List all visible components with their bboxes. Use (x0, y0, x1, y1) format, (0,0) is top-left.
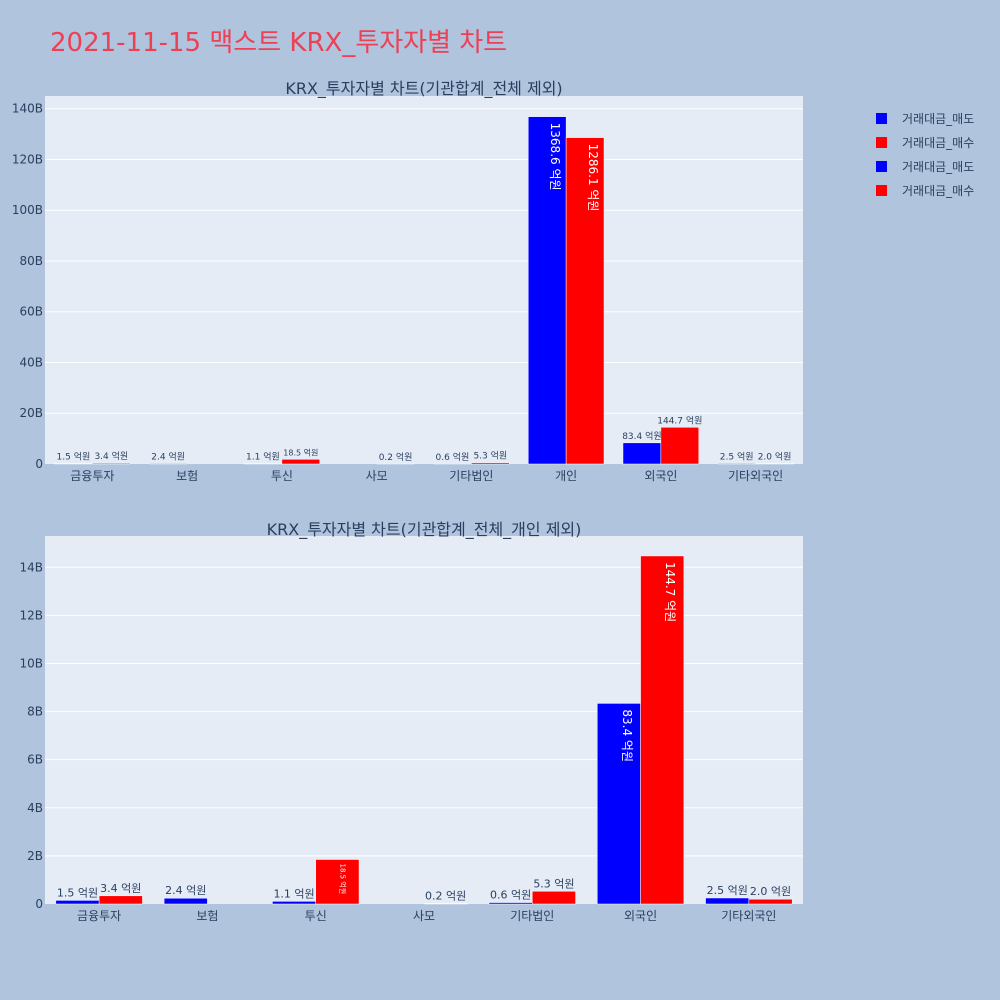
x-tick-label: 금융투자 (70, 469, 114, 483)
bar (55, 900, 100, 905)
legend-label: 거래대금_매도 (902, 111, 975, 126)
bar (660, 427, 700, 465)
legend-label: 거래대금_매도 (902, 159, 975, 174)
y-tick-label: 0 (35, 897, 43, 911)
bar-value-label: 18.5 억원 (338, 864, 347, 895)
bar-value-label: 83.4 억원 (620, 709, 634, 762)
bar-value-label: 1.1 억원 (246, 451, 280, 463)
legend-item[interactable]: 거래대금_매도 (876, 106, 974, 130)
bar-value-label: 1368.6 억원 (548, 123, 562, 191)
y-tick-label: 120B (12, 152, 43, 166)
legend-item[interactable]: 거래대금_매도 (876, 154, 974, 178)
bar (597, 703, 641, 905)
bar-value-label: 0.2 억원 (425, 890, 466, 903)
x-tick-label: 보험 (196, 909, 218, 923)
plot-area (45, 536, 803, 904)
bar (748, 898, 793, 905)
bar (163, 897, 208, 905)
bar (622, 442, 662, 465)
bar (315, 859, 360, 905)
x-tick-label: 기타외국인 (721, 909, 776, 923)
y-tick-label: 140B (12, 102, 43, 116)
bar (98, 895, 143, 905)
y-tick-label: 100B (12, 203, 43, 217)
bar-value-label: 0.6 억원 (436, 451, 470, 463)
bar-value-label: 83.4 억원 (622, 430, 661, 442)
x-tick-label: 기타외국인 (728, 469, 783, 483)
legend-swatch-icon (876, 112, 887, 124)
y-tick-label: 12B (19, 608, 43, 622)
bar (532, 891, 576, 905)
y-tick-label: 14B (19, 560, 43, 574)
y-tick-label: 80B (19, 254, 43, 268)
bar (272, 901, 316, 905)
x-tick-label: 외국인 (624, 909, 657, 923)
bar-value-label: 5.3 억원 (533, 877, 574, 890)
y-tick-label: 4B (27, 801, 43, 815)
y-tick-label: 60B (19, 305, 43, 319)
legend-item[interactable]: 거래대금_매수 (876, 178, 974, 202)
y-tick-label: 10B (19, 656, 43, 670)
x-tick-label: 사모 (413, 909, 435, 923)
bar-value-label: 144.7 억원 (657, 414, 702, 426)
legend-swatch-icon (876, 160, 887, 172)
bar-value-label: 3.4 억원 (94, 450, 128, 462)
bar (527, 116, 567, 465)
bar-value-label: 18.5 억원 (283, 447, 318, 457)
y-tick-label: 0 (35, 457, 43, 471)
x-tick-label: 기타법인 (510, 909, 554, 923)
bar-value-label: 2.4 억원 (151, 450, 185, 462)
bar (640, 555, 685, 905)
x-tick-label: 외국인 (644, 469, 677, 483)
bar-value-label: 1.5 억원 (57, 886, 98, 899)
bar-value-label: 0.6 억원 (490, 889, 531, 902)
y-tick-label: 6B (27, 753, 43, 767)
plot-area (45, 96, 803, 464)
bar-value-label: 1.1 억원 (273, 887, 314, 900)
bar-value-label: 2.0 억원 (758, 450, 792, 462)
bar-value-label: 2.5 억원 (720, 450, 754, 462)
x-tick-label: 기타법인 (449, 469, 493, 483)
y-tick-label: 20B (19, 406, 43, 420)
bar (92, 462, 131, 465)
bar-value-label: 0.2 억원 (379, 451, 413, 463)
bar-value-label: 1286.1 억원 (586, 144, 600, 212)
legend-item[interactable]: 거래대금_매수 (876, 130, 974, 154)
chart-title: KRX_투자자별 차트(기관합계_전체 제외) (285, 79, 562, 99)
bar-value-label: 5.3 억원 (473, 450, 507, 462)
y-tick-label: 2B (27, 849, 43, 863)
x-tick-label: 투신 (271, 469, 293, 483)
x-tick-label: 금융투자 (77, 909, 121, 923)
bar-value-label: 2.0 억원 (750, 885, 791, 898)
x-tick-label: 사모 (366, 469, 388, 483)
y-tick-label: 8B (27, 705, 43, 719)
bar (281, 459, 321, 465)
chart-title: KRX_투자자별 차트(기관합계_전체_개인 제외) (267, 520, 582, 540)
bar (471, 462, 510, 465)
bar (755, 463, 794, 465)
bar (148, 463, 188, 465)
bar (488, 902, 533, 905)
x-tick-label: 보험 (176, 469, 198, 483)
bar-value-label: 2.5 억원 (707, 884, 748, 897)
bar-value-label: 3.4 억원 (100, 882, 141, 895)
legend-swatch-icon (876, 136, 887, 148)
bar (717, 463, 756, 465)
page-title: 2021-11-15 맥스트 KRX_투자자별 차트 (50, 28, 508, 58)
bar-value-label: 1.5 억원 (57, 451, 91, 463)
bar-value-label: 2.4 억원 (165, 884, 206, 897)
bar-value-label: 144.7 억원 (663, 562, 677, 622)
bar (565, 137, 605, 465)
x-tick-label: 개인 (555, 469, 577, 483)
y-tick-label: 40B (19, 355, 43, 369)
legend-label: 거래대금_매수 (902, 183, 975, 198)
legend-swatch-icon (876, 184, 887, 196)
bar (705, 897, 750, 905)
x-tick-label: 투신 (305, 909, 327, 923)
legend-label: 거래대금_매수 (902, 135, 975, 150)
legend[interactable]: 거래대금_매도 거래대금_매수 거래대금_매도 거래대금_매수 (876, 106, 974, 202)
